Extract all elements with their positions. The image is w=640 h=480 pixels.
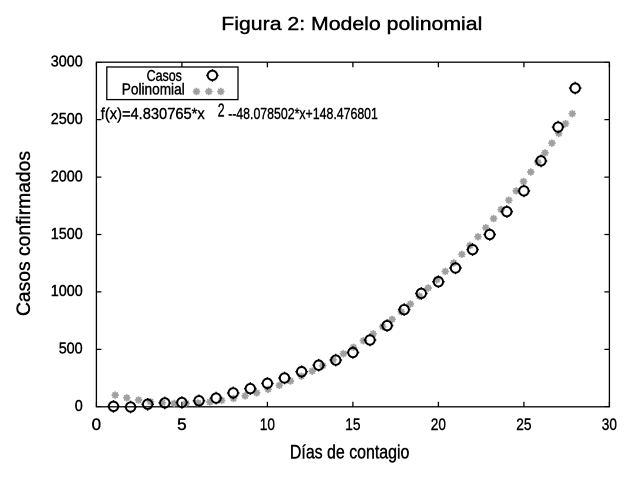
svg-text:0: 0 — [75, 398, 83, 415]
svg-text:Casos: Casos — [147, 68, 182, 85]
svg-text:--48.078502*x+148.476801: --48.078502*x+148.476801 — [228, 106, 378, 123]
svg-text:2000: 2000 — [51, 168, 83, 185]
svg-text:25: 25 — [516, 415, 531, 434]
svg-text:2500: 2500 — [51, 111, 83, 128]
svg-text:Casos confirmados: Casos confirmados — [14, 151, 35, 316]
svg-text:10: 10 — [260, 415, 275, 434]
svg-text:3000: 3000 — [51, 54, 83, 71]
svg-text:5: 5 — [177, 415, 186, 434]
svg-text:15: 15 — [345, 415, 360, 434]
svg-text:20: 20 — [431, 415, 446, 434]
svg-text:0: 0 — [92, 415, 101, 434]
svg-text:2: 2 — [218, 100, 225, 120]
svg-text:Días de contagio: Días de contagio — [290, 443, 410, 464]
svg-text:Polinomial: Polinomial — [122, 82, 185, 99]
svg-text:Figura 2: Modelo polinomial: Figura 2: Modelo polinomial — [221, 14, 482, 34]
svg-text:1000: 1000 — [51, 283, 83, 300]
svg-text:1500: 1500 — [51, 226, 83, 243]
svg-text:30: 30 — [602, 415, 617, 434]
svg-text:500: 500 — [59, 341, 83, 358]
svg-text:f(x)=4.830765*x: f(x)=4.830765*x — [101, 106, 205, 123]
